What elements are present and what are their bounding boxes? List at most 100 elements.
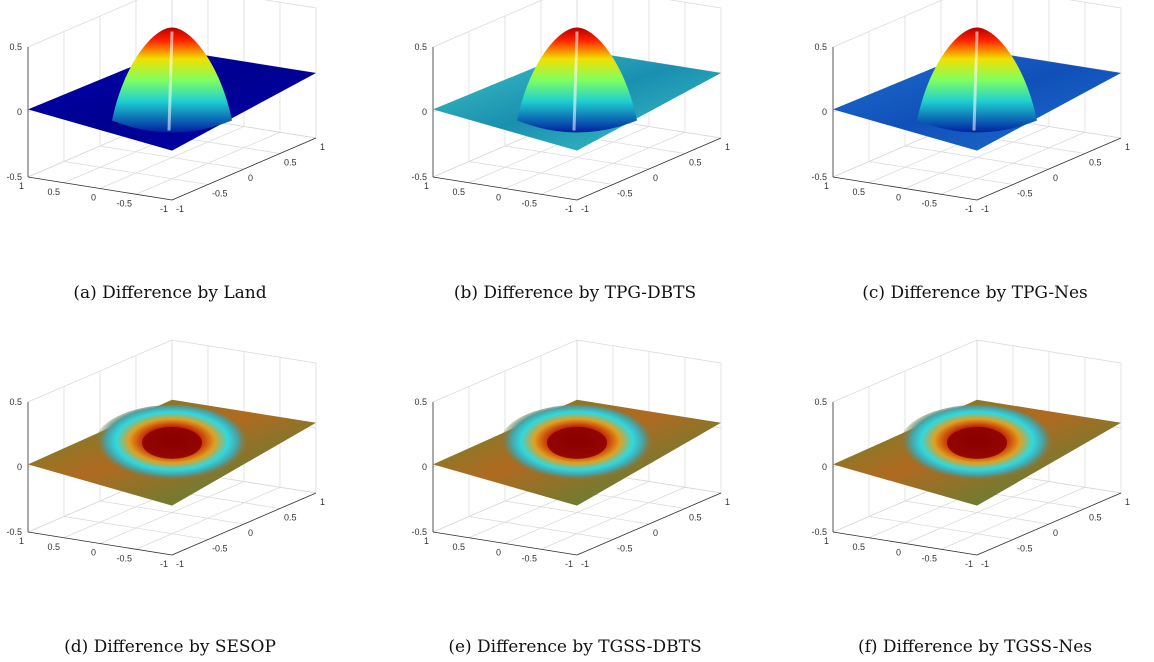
surface-plot-e: 0.50-0.510.50-0.5-1 -1-0.500.51	[411, 339, 730, 569]
x-tick-label: -1	[176, 559, 184, 569]
y-tick-label: 0	[496, 193, 501, 203]
x-tick-label: 0.5	[689, 513, 702, 523]
z-tick-label: 0.5	[814, 42, 827, 52]
z-tick-label: 0	[822, 107, 827, 117]
x-tick-label: -0.5	[212, 189, 228, 199]
surface-plot-f: 0.50-0.510.50-0.5-1 -1-0.500.51	[811, 339, 1130, 569]
z-tick-label: -0.5	[6, 527, 22, 537]
y-tick-label: -1	[565, 559, 573, 569]
z-tick-label: 0	[822, 462, 827, 472]
y-tick-label: -1	[160, 559, 168, 569]
y-tick-label: 0.5	[47, 542, 60, 552]
z-tick-label: 0	[17, 107, 22, 117]
z-tick-label: -0.5	[811, 527, 827, 537]
z-tick-label: -0.5	[411, 172, 427, 182]
y-tick-label: -0.5	[921, 198, 937, 208]
surface	[28, 399, 316, 506]
y-tick-label: -1	[565, 204, 573, 214]
x-tick-label: -1	[581, 559, 589, 569]
caption-a: (a) Difference by Land	[73, 283, 267, 303]
y-tick-label: -1	[965, 204, 973, 214]
y-tick-label: 0.5	[852, 187, 865, 197]
z-tick-label: 0.5	[814, 397, 827, 407]
y-tick-label: 1	[19, 181, 24, 191]
panel-d: 0.5 0 -0.5 1 0.5 0 -0.5 -1 -1 -0.5 0 0.5 1 (d) Diffe…	[0, 339, 340, 657]
z-tick-label: 0	[422, 107, 427, 117]
x-tick-label: 0.5	[689, 158, 702, 168]
surface-plot-b: 0.50-0.510.50-0.5-1 -1-0.500.51	[411, 0, 730, 214]
panel-b: 0.5 0 -0.5 1 0.5 0 -0.5 -1 -1 -0.5 0 0.5 1 (b) Diffe…	[405, 0, 745, 303]
y-tick-label: 0	[896, 193, 901, 203]
surface-plot-a: 0.50-0.510.50-0.5-1 -1-0.500.51	[6, 0, 325, 214]
y-tick-label: 0.5	[852, 542, 865, 552]
x-tick-label: 0	[248, 528, 253, 538]
y-tick-label: 1	[824, 536, 829, 546]
y-tick-label: -0.5	[521, 553, 537, 563]
x-tick-label: 0.5	[284, 513, 297, 523]
surface	[433, 399, 721, 506]
z-tick-label: -0.5	[6, 172, 22, 182]
surface	[28, 27, 316, 151]
z-tick-label: 0	[422, 462, 427, 472]
x-tick-label: -0.5	[1017, 189, 1033, 199]
x-tick-label: 1	[725, 142, 730, 152]
z-tick-label: 0.5	[9, 397, 22, 407]
x-tick-label: -0.5	[212, 544, 228, 554]
x-tick-label: 0	[248, 173, 253, 183]
y-tick-label: -0.5	[521, 198, 537, 208]
y-tick-label: 0	[91, 193, 96, 203]
y-tick-label: 1	[824, 181, 829, 191]
caption-b: (b) Difference by TPG-DBTS	[453, 283, 697, 303]
caption-e: (e) Difference by TGSS-DBTS	[448, 637, 702, 657]
x-tick-label: 1	[320, 497, 325, 507]
y-tick-label: 0	[896, 548, 901, 558]
y-tick-label: -0.5	[116, 198, 132, 208]
z-tick-label: -0.5	[811, 172, 827, 182]
x-tick-label: -0.5	[1017, 544, 1033, 554]
panel-a: 0.5 0 -0.5 1 0.5 0 -0.5 -1 -1 -0.5 0 0.5 1 (a) Diffe…	[0, 0, 340, 303]
surface	[833, 27, 1121, 151]
x-tick-label: 0	[1053, 528, 1058, 538]
caption-f: (f) Difference by TGSS-Nes	[857, 637, 1093, 657]
x-tick-label: 0	[1053, 173, 1058, 183]
caption-c: (c) Difference by TPG-Nes	[862, 283, 1088, 303]
x-tick-label: 1	[725, 497, 730, 507]
z-tick-label: 0.5	[9, 42, 22, 52]
panel-f: 0.5 0 -0.5 1 0.5 0 -0.5 -1 -1 -0.5 0 0.5 1 (f) Diffe…	[805, 339, 1145, 657]
x-tick-label: -0.5	[617, 189, 633, 199]
x-tick-label: 0.5	[1089, 158, 1102, 168]
y-tick-label: 0	[496, 548, 501, 558]
y-tick-label: 0.5	[452, 542, 465, 552]
surface-plot-c: 0.50-0.510.50-0.5-1 -1-0.500.51	[811, 0, 1130, 214]
z-tick-label: -0.5	[411, 527, 427, 537]
surface	[433, 27, 721, 151]
x-tick-label: 0.5	[1089, 513, 1102, 523]
y-tick-label: -0.5	[921, 553, 937, 563]
panel-e: 0.5 0 -0.5 1 0.5 0 -0.5 -1 -1 -0.5 0 0.5 1 (e) Diffe…	[405, 339, 745, 657]
surface	[833, 399, 1121, 506]
y-tick-label: -1	[160, 204, 168, 214]
z-tick-label: 0.5	[414, 397, 427, 407]
y-tick-label: 0.5	[452, 187, 465, 197]
y-tick-label: 0	[91, 548, 96, 558]
y-tick-label: 1	[424, 536, 429, 546]
y-tick-label: 1	[19, 536, 24, 546]
x-tick-label: -0.5	[617, 544, 633, 554]
x-tick-label: 1	[320, 142, 325, 152]
y-tick-label: -0.5	[116, 553, 132, 563]
x-tick-label: 0	[653, 173, 658, 183]
panel-c: 0.5 0 -0.5 1 0.5 0 -0.5 -1 -1 -0.5 0 0.5 1 (c) Diffe…	[805, 0, 1145, 303]
surface-plot-d: 0.50-0.510.50-0.5-1 -1-0.500.51	[6, 339, 325, 569]
x-tick-label: -1	[176, 204, 184, 214]
x-tick-label: 1	[1125, 142, 1130, 152]
x-tick-label: 0	[653, 528, 658, 538]
y-tick-label: 1	[424, 181, 429, 191]
x-tick-label: 0.5	[284, 158, 297, 168]
x-tick-label: -1	[581, 204, 589, 214]
y-tick-label: 0.5	[47, 187, 60, 197]
z-tick-label: 0.5	[414, 42, 427, 52]
x-tick-label: -1	[981, 559, 989, 569]
x-tick-label: -1	[981, 204, 989, 214]
x-tick-label: 1	[1125, 497, 1130, 507]
y-tick-label: -1	[965, 559, 973, 569]
